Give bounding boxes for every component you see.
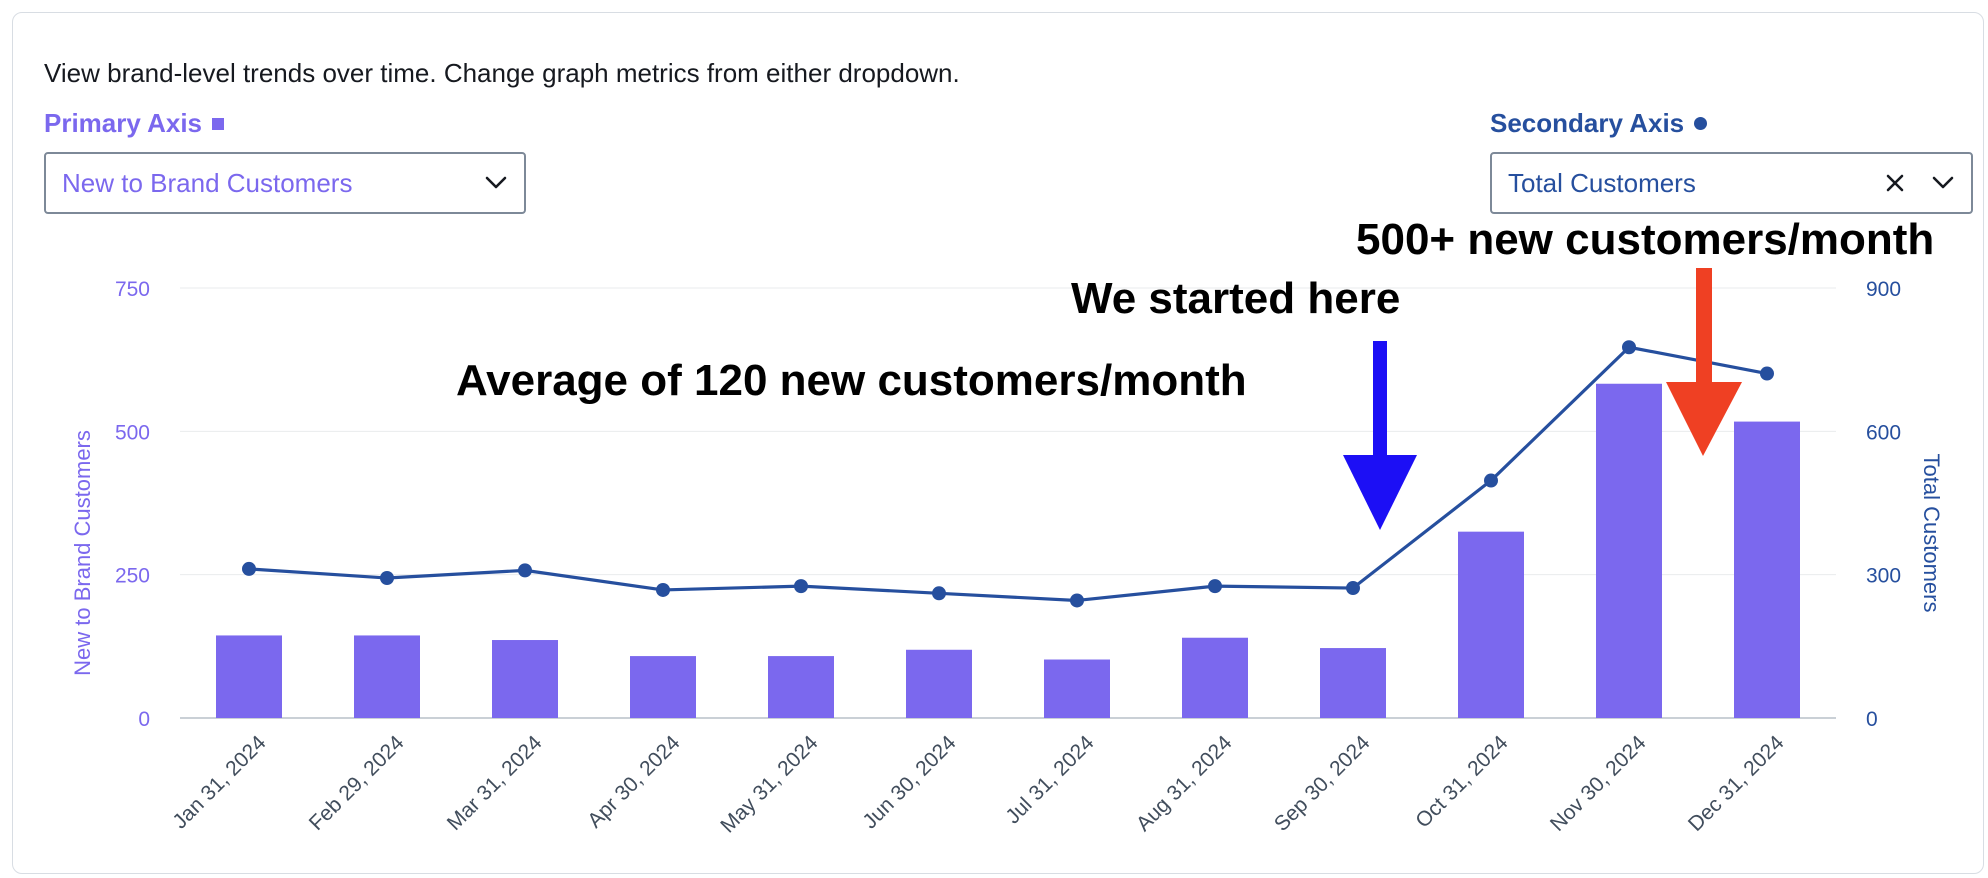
bar <box>1182 637 1248 718</box>
line-point <box>518 563 532 578</box>
blue-arrow-shaft <box>1373 341 1387 459</box>
secondary-axis-label: Secondary Axis <box>1490 108 1708 139</box>
x-tick-label: Aug 31, 2024 <box>1132 731 1237 836</box>
y2-tick-label: 300 <box>1866 565 1901 588</box>
line-point <box>1070 593 1084 608</box>
line-point <box>1760 366 1774 381</box>
annotation-started: We started here <box>1071 274 1401 323</box>
primary-axis-label-text: Primary Axis <box>44 108 203 138</box>
line-point <box>1346 581 1360 596</box>
line-point <box>656 582 670 597</box>
x-tick-label: May 31, 2024 <box>716 731 822 837</box>
chevron-down-icon[interactable] <box>476 163 516 203</box>
bar <box>1734 421 1800 718</box>
line-point <box>932 586 946 601</box>
red-arrow-shaft <box>1696 268 1712 386</box>
y2-tick-label: 600 <box>1866 421 1901 444</box>
close-icon[interactable] <box>1875 163 1915 203</box>
y-tick-label: 250 <box>115 565 150 588</box>
secondary-axis-selected-value: Total Customers <box>1508 167 1696 198</box>
bar <box>1596 383 1662 718</box>
line-point <box>794 579 808 594</box>
y-tick-label: 500 <box>115 421 150 444</box>
bar <box>1320 648 1386 718</box>
bar <box>1044 659 1110 718</box>
y-tick-label: 0 <box>138 708 150 731</box>
primary-axis-label: Primary Axis <box>44 108 225 139</box>
y2-axis-title: Total Customers <box>1919 454 1944 613</box>
bar <box>630 656 696 718</box>
x-tick-label: Nov 30, 2024 <box>1546 731 1651 836</box>
bar <box>354 635 420 718</box>
chevron-down-icon[interactable] <box>1923 163 1963 203</box>
x-tick-label: Mar 31, 2024 <box>443 731 547 835</box>
line-point <box>1208 579 1222 594</box>
x-tick-label: Jul 31, 2024 <box>1001 731 1098 828</box>
y-tick-label: 750 <box>115 278 150 301</box>
bar <box>492 640 558 718</box>
secondary-axis-label-text: Secondary Axis <box>1490 108 1685 138</box>
red-arrow-head <box>1666 382 1742 456</box>
x-tick-label: Dec 31, 2024 <box>1684 731 1789 836</box>
x-tick-label: Jan 31, 2024 <box>168 731 270 833</box>
annotation-average: Average of 120 new customers/month <box>456 356 1247 405</box>
bar <box>216 635 282 718</box>
line-point <box>1622 340 1636 355</box>
line-point <box>380 571 394 586</box>
line-point <box>1484 473 1498 488</box>
primary-axis-selected-value: New to Brand Customers <box>62 167 353 198</box>
y2-tick-label: 0 <box>1866 708 1878 731</box>
x-tick-label: Feb 29, 2024 <box>305 731 409 835</box>
bar <box>906 649 972 718</box>
y2-tick-label: 900 <box>1866 278 1901 301</box>
primary-axis-dropdown[interactable]: New to Brand Customers <box>44 152 526 214</box>
blue-arrow-head <box>1343 455 1417 530</box>
line-point <box>242 561 256 576</box>
secondary-axis-dropdown[interactable]: Total Customers <box>1490 152 1973 214</box>
bar <box>1458 531 1524 718</box>
circle-legend-icon <box>1694 117 1708 130</box>
x-tick-label: Jun 30, 2024 <box>858 731 960 833</box>
series-line <box>248 345 1768 603</box>
x-tick-label: Sep 30, 2024 <box>1270 731 1375 836</box>
description-text: View brand-level trends over time. Chang… <box>44 58 960 88</box>
square-legend-icon <box>212 117 225 130</box>
x-tick-label: Oct 31, 2024 <box>1411 731 1513 833</box>
x-tick-label: Apr 30, 2024 <box>583 731 685 833</box>
annotation-growth: 500+ new customers/month <box>1356 215 1935 264</box>
y-axis-title: New to Brand Customers <box>70 430 95 676</box>
bar <box>768 656 834 718</box>
